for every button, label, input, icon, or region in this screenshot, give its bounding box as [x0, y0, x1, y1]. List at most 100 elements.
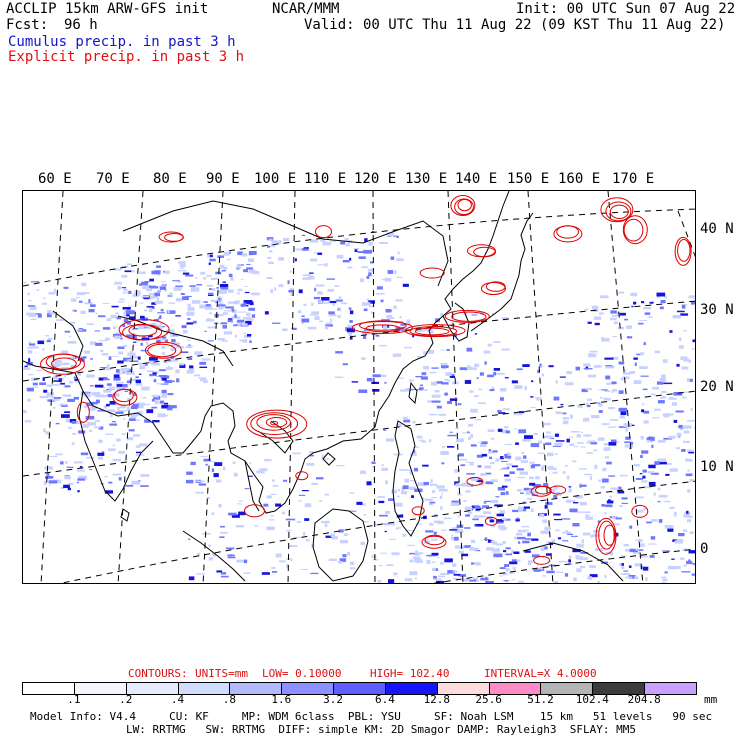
- cumulus-precip-cell: [70, 365, 77, 368]
- cumulus-precip-cell: [126, 437, 134, 441]
- cumulus-precip-cell: [494, 504, 503, 507]
- cumulus-precip-cell: [440, 451, 449, 455]
- cumulus-precip-cell: [489, 389, 495, 392]
- cumulus-precip-cell: [453, 573, 461, 576]
- cumulus-precip-cell: [469, 390, 474, 393]
- cumulus-precip-cell: [388, 498, 394, 501]
- cumulus-precip-cell: [635, 548, 639, 551]
- cumulus-precip-cell: [244, 285, 248, 287]
- cumulus-precip-cell: [285, 518, 295, 521]
- cumulus-precip-cell: [590, 442, 598, 445]
- cumulus-precip-cell: [594, 365, 602, 368]
- cumulus-precip-cell: [545, 553, 552, 556]
- cumulus-precip-cell: [409, 571, 418, 576]
- cumulus-precip-cell: [571, 499, 576, 502]
- cumulus-precip-cell: [595, 402, 601, 404]
- cumulus-precip-cell: [205, 463, 208, 466]
- cumulus-precip-cell: [423, 482, 429, 486]
- cumulus-precip-cell: [283, 479, 288, 482]
- cumulus-precip-cell: [379, 242, 389, 244]
- cumulus-precip-cell: [64, 411, 70, 413]
- cumulus-precip-cell: [305, 538, 310, 542]
- cumulus-precip-cell: [63, 286, 69, 289]
- cumulus-precip-cell: [492, 549, 495, 551]
- explicit-precip-contour: [404, 324, 466, 338]
- cumulus-precip-cell: [88, 469, 93, 471]
- cumulus-precip-cell: [688, 359, 691, 364]
- cumulus-precip-cell: [154, 400, 160, 405]
- cumulus-precip-cell: [366, 378, 373, 382]
- cumulus-precip-cell: [272, 322, 281, 324]
- cumulus-precip-cell: [680, 427, 684, 431]
- cumulus-precip-cell: [282, 328, 288, 331]
- cumulus-precip-cell: [619, 313, 626, 316]
- cumulus-precip-cell: [385, 480, 388, 485]
- cumulus-precip-cell: [147, 327, 152, 330]
- latitude-label: 30 N: [700, 302, 734, 318]
- cumulus-precip-cell: [506, 452, 511, 456]
- cumulus-precip-cell: [288, 545, 298, 547]
- cumulus-precip-cell: [108, 448, 116, 452]
- explicit-precip-layer: [40, 195, 692, 565]
- cumulus-precip-cell: [610, 310, 617, 314]
- cumulus-precip-cell: [591, 305, 599, 310]
- cumulus-precip-cell: [247, 475, 253, 477]
- cumulus-precip-cell: [621, 497, 628, 500]
- cumulus-precip-cell: [686, 519, 692, 523]
- cumulus-precip-cell: [163, 360, 168, 363]
- cumulus-precip-cell: [585, 388, 592, 391]
- cumulus-precip-cell: [441, 462, 445, 465]
- cumulus-precip-cell: [264, 311, 269, 315]
- cumulus-precip-cell: [363, 335, 367, 339]
- cumulus-precip-cell: [61, 350, 69, 354]
- cumulus-precip-cell: [688, 515, 693, 519]
- cumulus-precip-cell: [504, 564, 510, 567]
- cumulus-precip-cell: [219, 536, 225, 538]
- cumulus-precip-cell: [310, 258, 318, 262]
- cumulus-precip-cell: [356, 501, 363, 505]
- cumulus-precip-cell: [492, 450, 498, 453]
- cumulus-precip-cell: [613, 321, 618, 325]
- cumulus-precip-cell: [546, 570, 555, 574]
- cumulus-precip-cell: [128, 418, 136, 421]
- cumulus-precip-cell: [479, 515, 486, 518]
- cumulus-precip-cell: [29, 306, 37, 311]
- cumulus-precip-cell: [552, 471, 558, 474]
- cumulus-precip-cell: [228, 251, 231, 254]
- cumulus-precip-cell: [533, 432, 538, 435]
- cumulus-precip-cell: [141, 281, 148, 286]
- cumulus-precip-cell: [493, 371, 497, 376]
- cumulus-precip-cell: [112, 473, 121, 476]
- cumulus-precip-cell: [55, 453, 63, 456]
- cumulus-precip-cell: [643, 307, 652, 310]
- explicit-precip-contour: [144, 341, 182, 359]
- cumulus-precip-cell: [673, 512, 677, 516]
- cumulus-precip-cell: [681, 449, 686, 452]
- cumulus-precip-cell: [555, 380, 558, 384]
- explicit-precip-contour: [533, 555, 551, 565]
- cumulus-precip-cell: [478, 402, 486, 405]
- cumulus-precip-cell: [173, 287, 182, 291]
- cumulus-precip-cell: [317, 252, 323, 255]
- cumulus-precip-cell: [458, 453, 464, 457]
- cumulus-precip-cell: [519, 471, 528, 475]
- cumulus-precip-cell: [388, 579, 395, 583]
- cumulus-precip-cell: [377, 496, 386, 498]
- cumulus-precip-cell: [393, 235, 399, 237]
- cumulus-precip-cell: [349, 336, 353, 340]
- cumulus-precip-cell: [215, 271, 222, 275]
- cumulus-precip-cell: [69, 419, 77, 423]
- cumulus-precip-cell: [396, 423, 402, 428]
- cumulus-precip-cell: [169, 292, 173, 296]
- explicit-precip-contour: [450, 195, 476, 216]
- cumulus-precip-cell: [99, 387, 107, 389]
- cumulus-precip-cell: [54, 360, 62, 364]
- cumulus-precip-cell: [160, 383, 169, 385]
- cumulus-precip-cell: [149, 292, 156, 296]
- cumulus-precip-cell: [232, 309, 237, 314]
- cumulus-precip-cell: [246, 312, 251, 317]
- cumulus-precip-cell: [679, 345, 684, 349]
- longitude-label: 160 E: [558, 171, 601, 187]
- cumulus-precip-cell: [175, 298, 183, 302]
- cumulus-precip-cell: [91, 401, 99, 405]
